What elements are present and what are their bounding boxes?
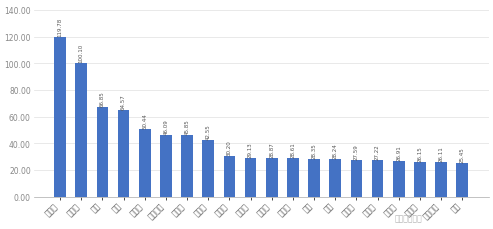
Bar <box>245 158 256 197</box>
Bar <box>393 161 405 197</box>
Text: 25.45: 25.45 <box>460 146 465 162</box>
Text: 119.78: 119.78 <box>58 17 63 37</box>
Text: 28.35: 28.35 <box>312 142 317 158</box>
Text: 66.85: 66.85 <box>100 91 105 107</box>
Bar <box>97 108 108 197</box>
Bar <box>435 162 447 197</box>
Bar <box>266 158 278 197</box>
Text: 50.44: 50.44 <box>142 113 147 129</box>
Bar <box>54 38 66 197</box>
Text: 28.61: 28.61 <box>290 142 295 158</box>
Bar <box>160 136 172 197</box>
Text: 26.15: 26.15 <box>418 145 423 161</box>
Bar <box>372 161 384 197</box>
Text: 42.55: 42.55 <box>206 123 211 139</box>
Bar <box>457 163 468 197</box>
Text: 30.20: 30.20 <box>227 140 232 155</box>
Text: 27.22: 27.22 <box>375 144 380 160</box>
Text: 45.85: 45.85 <box>184 119 190 135</box>
Bar <box>308 159 320 197</box>
Text: 28.87: 28.87 <box>269 142 274 157</box>
Bar <box>139 130 150 197</box>
Text: 46.09: 46.09 <box>164 119 169 134</box>
Bar <box>75 64 87 197</box>
Bar <box>329 159 341 197</box>
Text: 广东省工商联: 广东省工商联 <box>394 213 422 222</box>
Bar <box>414 162 426 197</box>
Text: 100.10: 100.10 <box>79 44 84 63</box>
Text: 26.91: 26.91 <box>396 144 401 160</box>
Bar <box>351 160 362 197</box>
Text: 27.59: 27.59 <box>354 143 359 159</box>
Bar <box>118 111 130 197</box>
Text: 64.57: 64.57 <box>121 94 126 110</box>
Text: 29.13: 29.13 <box>248 141 253 157</box>
Bar <box>203 140 214 197</box>
Bar <box>224 157 235 197</box>
Bar <box>181 136 193 197</box>
Text: 26.11: 26.11 <box>439 145 444 161</box>
Bar <box>287 159 299 197</box>
Text: 28.24: 28.24 <box>333 142 338 158</box>
